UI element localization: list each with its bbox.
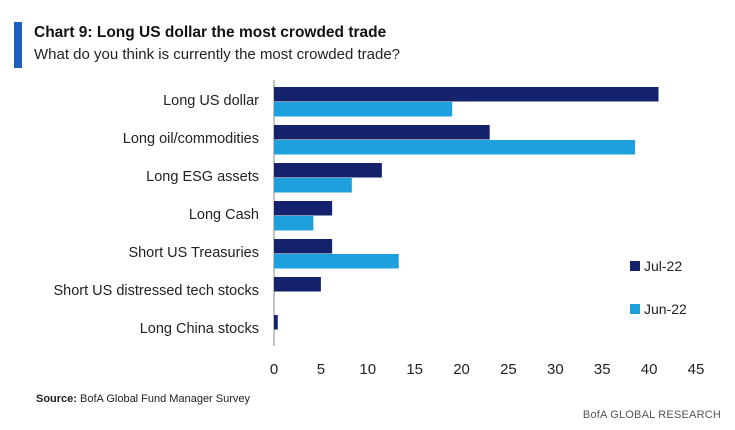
legend-item-jul22: Jul-22: [630, 258, 682, 274]
x-tick-label: 20: [453, 361, 470, 378]
category-label: Long US dollar: [163, 93, 259, 109]
bar-jul-22: [274, 87, 659, 102]
category-label: Short US Treasuries: [128, 245, 259, 261]
legend-item-jun22: Jun-22: [630, 301, 687, 317]
x-tick-label: 15: [406, 361, 423, 378]
x-tick-label: 10: [359, 361, 376, 378]
bar-jul-22: [274, 201, 333, 216]
research-credit: BofA GLOBAL RESEARCH: [582, 409, 721, 421]
chart-title: Chart 9: Long US dollar the most crowded…: [34, 24, 387, 41]
bar-jun-22: [274, 178, 352, 193]
category-label: Long oil/commodities: [123, 131, 259, 147]
bar-jun-22: [274, 140, 636, 155]
x-tick-label: 25: [500, 361, 517, 378]
source-label: Source:: [36, 393, 77, 405]
category-label: Short US distressed tech stocks: [54, 283, 260, 299]
legend-label-jul22: Jul-22: [644, 258, 683, 274]
category-label: Long Cash: [189, 207, 259, 223]
bar-jun-22: [274, 254, 399, 269]
bar-jul-22: [274, 277, 321, 292]
x-tick-label: 30: [547, 361, 564, 378]
legend-swatch-jun22: [630, 304, 640, 315]
x-tick-label: 5: [317, 361, 325, 378]
x-tick-label: 45: [688, 361, 705, 378]
bar-jun-22: [274, 102, 453, 117]
x-tick-label: 35: [594, 361, 611, 378]
category-label: Long China stocks: [140, 321, 259, 337]
bar-jul-22: [274, 239, 333, 254]
chart-subtitle: What do you think is currently the most …: [34, 46, 401, 63]
legend-label-jun22: Jun-22: [644, 301, 687, 317]
category-label: Long ESG assets: [146, 169, 259, 185]
bar-jun-22: [274, 216, 314, 231]
source-text: BofA Global Fund Manager Survey: [80, 393, 251, 405]
source-note: Source: BofA Global Fund Manager Survey: [36, 393, 250, 405]
x-tick-label: 40: [641, 361, 658, 378]
title-accent-bar: [14, 22, 22, 68]
bar-jul-22: [274, 125, 490, 140]
bar-jul-22: [274, 163, 382, 178]
x-tick-label: 0: [270, 361, 278, 378]
legend-swatch-jul22: [630, 261, 640, 272]
bar-jul-22: [274, 315, 278, 330]
